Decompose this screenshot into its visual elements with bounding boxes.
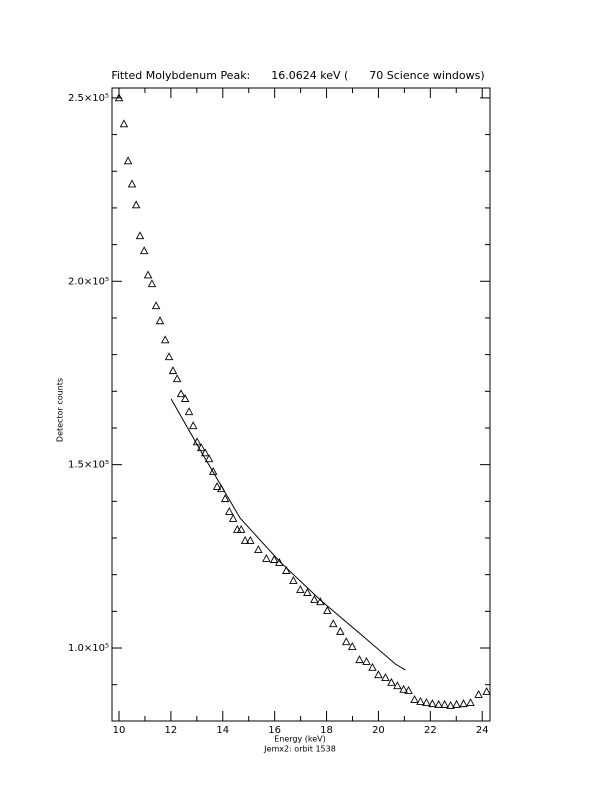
x-tick-label: 14 [216,725,229,736]
data-point [440,699,449,708]
data-point [188,421,198,430]
data-point [310,595,319,603]
data-point [466,698,475,706]
x-tick-label: 22 [424,725,437,736]
data-point [114,93,124,102]
data-point [404,685,413,694]
x-tick-label: 16 [268,725,281,736]
data-point [368,662,377,671]
data-point [275,557,284,566]
data-point [155,316,165,325]
data-point [240,535,250,544]
x-tick-label: 24 [476,725,489,736]
y-tick-label: 2.5×10⁵ [68,93,109,104]
data-point [164,352,174,361]
data-point [168,366,178,375]
data-point [387,677,396,686]
data-point [143,270,153,279]
y-tick-label: 2.0×10⁵ [68,276,109,287]
data-point [323,606,332,614]
data-point [459,699,468,708]
data-point [123,156,133,165]
data-point [119,119,129,128]
data-point [176,389,186,398]
data-point [393,681,402,690]
data-point [336,626,345,635]
data-point [428,699,437,708]
data-point [347,641,357,650]
data-point [289,575,298,584]
data-point [452,699,461,708]
data-point [135,231,145,240]
data-point [296,585,305,594]
data-point [246,535,255,544]
data-point [446,701,455,709]
y-tick-label: 1.5×10⁵ [68,460,109,471]
data-point [180,394,190,402]
data-point [410,695,419,704]
data-point [172,374,182,383]
data-point [184,407,194,416]
data-point [236,524,246,533]
data-point [342,637,351,646]
data-point [269,555,279,563]
fit-line [170,398,406,671]
data-point [422,698,431,706]
data-point [399,684,408,693]
x-tick-label: 12 [165,725,178,736]
data-point [434,699,443,708]
data-point [282,566,291,574]
data-point [228,513,238,522]
data-point [212,482,222,490]
chart-title: Fitted Molybdenum Peak: 16.0624 keV ( 70… [111,69,484,82]
data-point [416,696,425,705]
data-point [482,687,491,695]
data-point [374,670,383,679]
data-point [131,200,141,209]
data-point [196,443,206,452]
data-point [303,588,312,596]
x-tick-label: 18 [320,725,333,736]
data-point [204,454,214,463]
data-point [147,279,157,288]
plot-frame [111,87,491,722]
data-point [262,553,271,562]
y-tick-label: 1.0×10⁵ [68,643,109,654]
x-axis-label: Energy (keV) [274,735,326,744]
data-point [151,301,161,310]
data-point [381,673,390,682]
data-point [474,690,483,698]
data-point [362,657,371,665]
data-point [127,179,137,188]
data-point [160,335,170,344]
x-tick-label: 10 [113,725,126,736]
data-point [200,448,210,457]
data-point [355,655,364,664]
data-point [220,494,230,503]
data-point [329,619,338,628]
x-tick-label: 20 [372,725,385,736]
y-axis-label: Detector counts [56,378,65,442]
data-point [254,545,263,554]
subtitle: Jemx2: orbit 1538 [263,745,336,754]
data-point [139,246,149,255]
data-point [225,507,234,515]
data-point [208,467,218,475]
